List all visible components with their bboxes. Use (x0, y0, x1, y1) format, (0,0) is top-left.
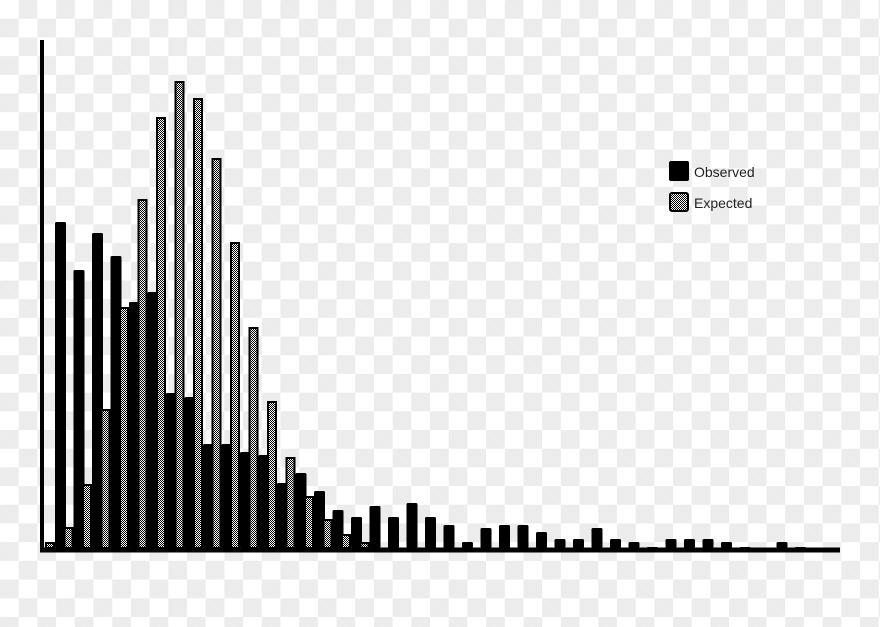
bar-expected (285, 457, 296, 549)
bar-observed (536, 532, 547, 548)
bar-observed (776, 542, 788, 548)
legend-label-expected: Expected (694, 195, 752, 211)
bar-observed (499, 525, 510, 548)
bar-observed (573, 539, 584, 548)
bar-observed (369, 506, 381, 548)
bar-observed (55, 222, 66, 548)
bar-observed (665, 539, 677, 548)
bar-expected (211, 158, 222, 549)
bar-observed (684, 539, 695, 548)
bar-observed (184, 397, 196, 548)
bar-observed (73, 270, 85, 548)
bar-observed (443, 525, 455, 548)
bar-expected (248, 327, 259, 549)
bar-observed (554, 539, 566, 548)
bar-expected (137, 199, 148, 549)
bar-expected (174, 81, 185, 549)
bar-expected (359, 542, 370, 549)
legend-label-observed: Observed (694, 164, 755, 180)
bar-expected (341, 534, 351, 549)
bar-observed (277, 483, 288, 548)
bar-observed (591, 528, 603, 548)
legend-swatch-observed (669, 161, 689, 181)
bar-observed (92, 233, 103, 548)
bar-observed (129, 302, 140, 548)
bar-observed (258, 455, 270, 548)
bar-expected (45, 542, 55, 549)
bar-observed (314, 491, 325, 548)
bar-observed (166, 393, 177, 548)
bar-expected (230, 242, 240, 549)
bar-expected (119, 307, 129, 549)
bar-observed (147, 292, 159, 548)
bar-expected (322, 519, 333, 549)
bar-observed (425, 517, 436, 548)
bar-expected (100, 409, 111, 549)
bar-observed (110, 256, 122, 548)
bar-observed (240, 452, 251, 548)
bar-expected (156, 117, 166, 549)
bar-observed (628, 542, 640, 548)
bar-observed (462, 542, 473, 548)
bar-expected (82, 484, 92, 549)
bar-expected (193, 98, 203, 549)
bar-observed (221, 444, 233, 548)
bar-expected (304, 496, 314, 549)
legend: Observed Expected (669, 161, 755, 212)
bar-observed (406, 503, 418, 548)
bar-observed (702, 539, 714, 548)
bar-observed (295, 473, 307, 548)
bar-expected (267, 401, 277, 549)
bar-observed (332, 510, 344, 548)
bar-observed (517, 525, 529, 548)
bar-observed (480, 528, 492, 548)
bar-observed (203, 444, 214, 548)
bar-observed (610, 539, 621, 548)
legend-swatch-expected (669, 192, 689, 212)
bar-observed (351, 517, 362, 548)
bar-expected (63, 527, 74, 549)
bar-observed (721, 542, 732, 548)
bars-group (45, 81, 806, 549)
bar-observed (388, 517, 399, 548)
